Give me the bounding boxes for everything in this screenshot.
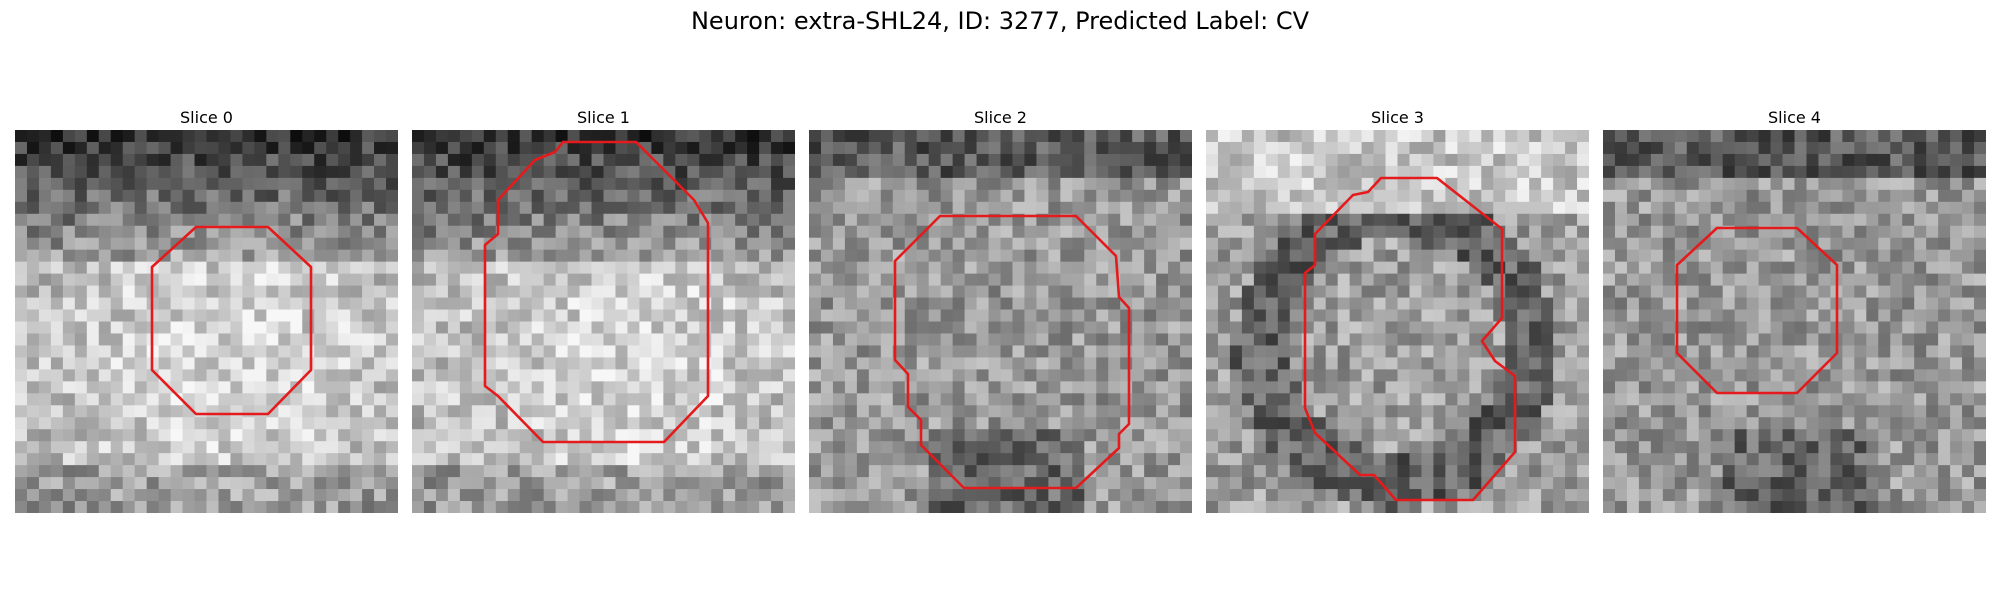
slice-image xyxy=(412,130,795,513)
slice-panel-3: Slice 3 xyxy=(1206,108,1589,513)
neuron-contour xyxy=(1675,226,1839,395)
slice-panel-2: Slice 2 xyxy=(809,108,1192,513)
neuron-contour xyxy=(1303,176,1517,502)
slice-title: Slice 1 xyxy=(577,108,630,127)
slice-panel-0: Slice 0 xyxy=(15,108,398,513)
slice-panel-4: Slice 4 xyxy=(1603,108,1986,513)
slice-title: Slice 2 xyxy=(974,108,1027,127)
neuron-contour xyxy=(150,225,313,416)
slice-panel-1: Slice 1 xyxy=(412,108,795,513)
neuron-contour xyxy=(893,214,1131,490)
grayscale-pixels xyxy=(1603,130,1986,513)
slice-image xyxy=(1206,130,1589,513)
figure-title: Neuron: extra-SHL24, ID: 3277, Predicted… xyxy=(690,7,1310,35)
grayscale-pixels xyxy=(809,130,1192,513)
grayscale-pixels xyxy=(15,130,398,513)
slice-image xyxy=(15,130,398,513)
slice-title: Slice 4 xyxy=(1768,108,1821,127)
grayscale-pixels xyxy=(412,130,795,513)
grayscale-pixels xyxy=(1206,130,1589,513)
slice-image xyxy=(1603,130,1986,513)
slice-image xyxy=(809,130,1192,513)
slice-title: Slice 0 xyxy=(180,108,233,127)
slice-title: Slice 3 xyxy=(1371,108,1424,127)
neuron-contour xyxy=(483,140,710,444)
